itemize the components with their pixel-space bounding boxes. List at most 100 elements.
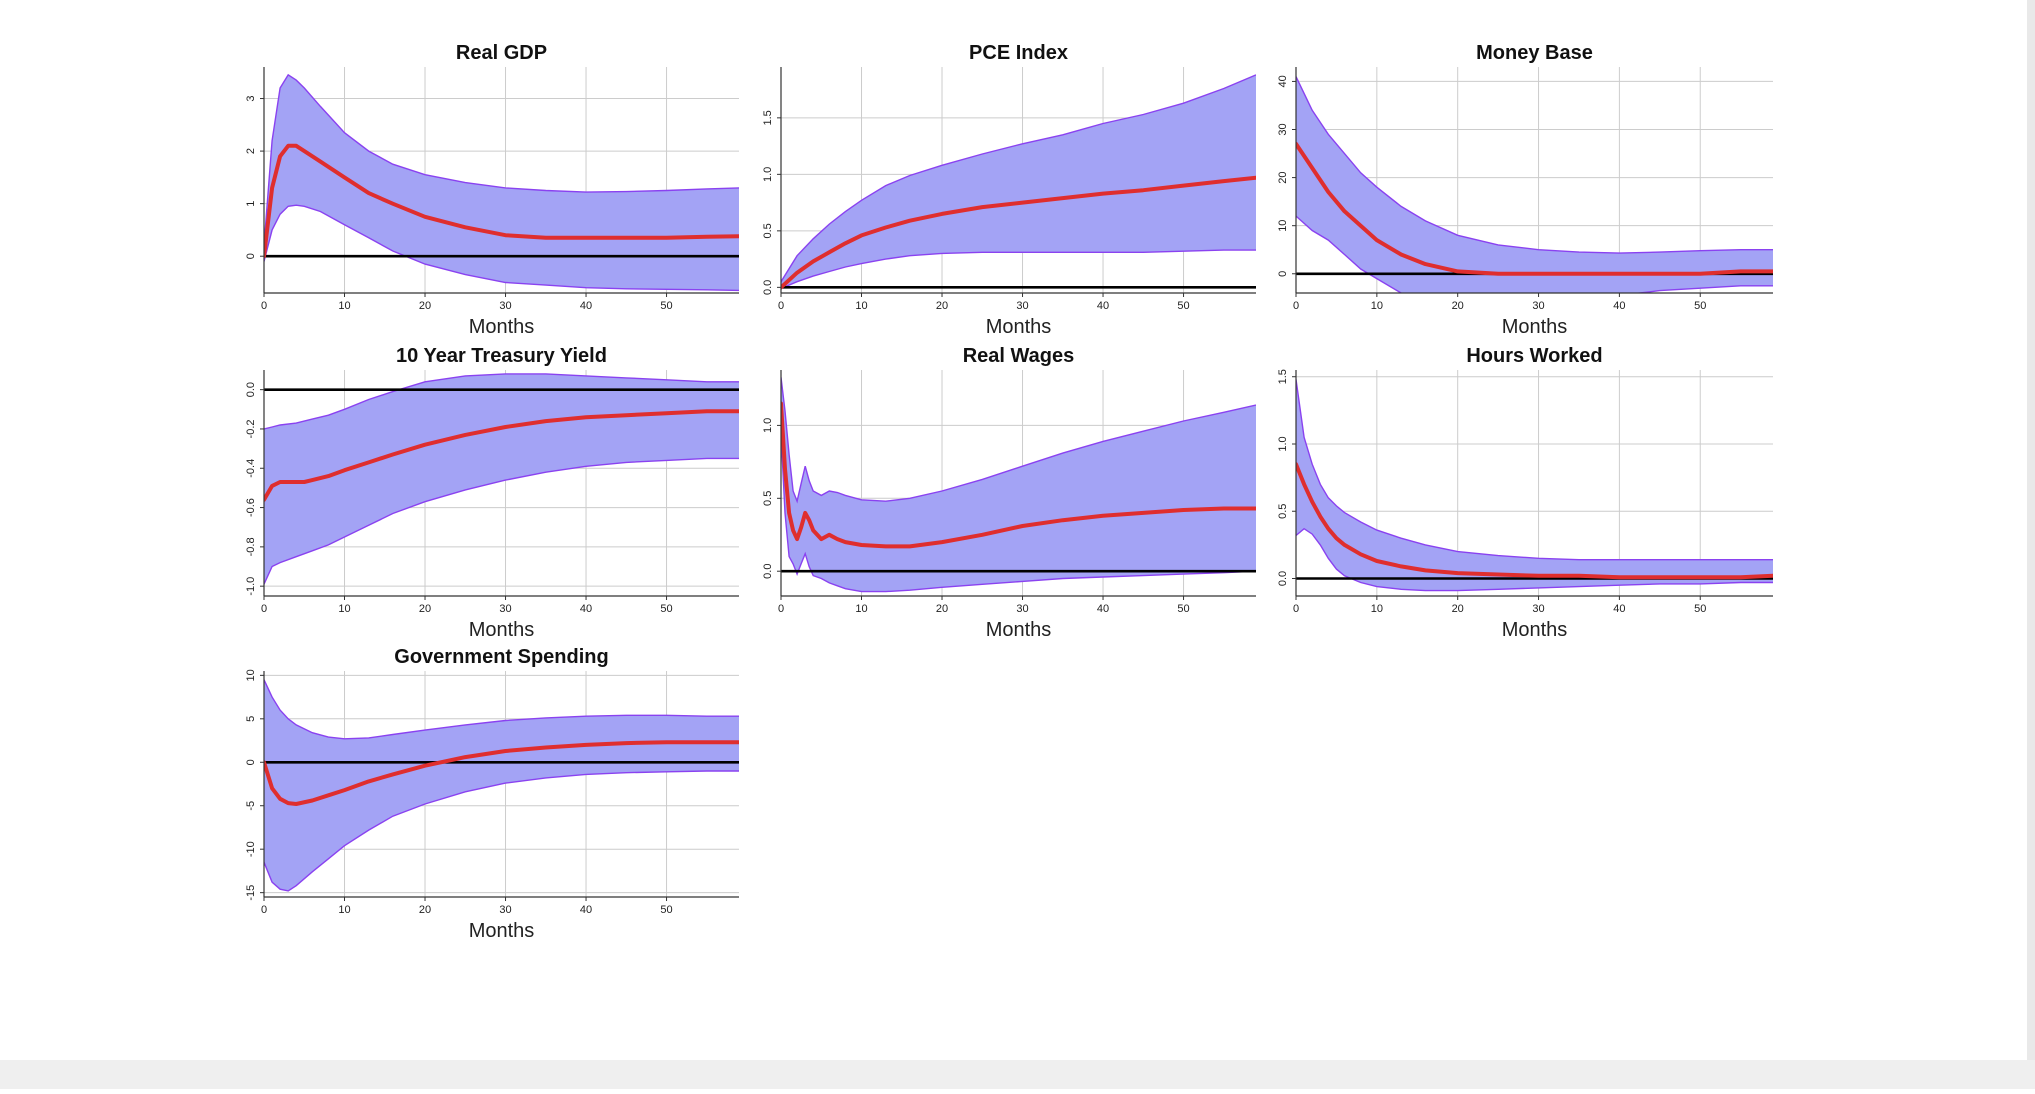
x-axis-label: Months — [1502, 316, 1568, 338]
x-tick-label: 40 — [580, 300, 592, 312]
confidence-band — [781, 74, 1256, 289]
y-tick-label: 0 — [245, 253, 257, 259]
response-line — [264, 409, 739, 502]
band-upper-edge — [1296, 76, 1773, 254]
band-upper-edge — [264, 73, 739, 246]
response-line — [264, 143, 739, 259]
x-tick-label: 40 — [1097, 300, 1109, 312]
band-lower-edge — [1296, 215, 1773, 293]
y-tick-label: 1.0 — [762, 167, 774, 182]
y-tick-label: 10 — [1277, 220, 1289, 232]
x-tick-label: 30 — [1532, 603, 1544, 615]
y-tick-label: -5 — [245, 801, 257, 811]
band-lower-edge — [264, 770, 739, 892]
x-tick-label: 10 — [855, 603, 867, 615]
response-line — [1296, 141, 1773, 276]
y-tick-label: 30 — [1277, 123, 1289, 135]
y-tick-label: 0.5 — [1277, 504, 1289, 519]
x-tick-label: 10 — [855, 300, 867, 312]
y-tick-label: -0.6 — [245, 498, 257, 517]
x-tick-label: 0 — [1293, 300, 1299, 312]
y-tick-label: 0.0 — [762, 564, 774, 579]
panel-title: Government Spending — [394, 646, 608, 668]
x-tick-label: 0 — [261, 904, 267, 916]
x-tick-label: 30 — [1016, 603, 1028, 615]
x-tick-label: 50 — [660, 300, 672, 312]
band-upper-edge — [264, 373, 739, 430]
band-upper-edge — [1296, 379, 1773, 561]
y-tick-label: 5 — [245, 716, 257, 722]
y-tick-label: -0.8 — [245, 537, 257, 556]
x-tick-label: 30 — [499, 904, 511, 916]
x-tick-label: 10 — [338, 904, 350, 916]
y-tick-label: -15 — [245, 885, 257, 901]
confidence-band — [781, 377, 1256, 592]
confidence-band — [1296, 379, 1773, 591]
panel-5: 0 10 20 30 40 50 0.0 0.5 1.0 1.5 Hours Worked Month… — [1277, 345, 1773, 641]
y-tick-label: -0.2 — [245, 419, 257, 438]
x-tick-label: 10 — [1371, 603, 1383, 615]
y-tick-label: 2 — [245, 148, 257, 154]
bottom-band — [0, 1060, 2035, 1089]
band-lower-edge — [1296, 527, 1773, 592]
y-tick-label: 10 — [245, 669, 257, 681]
x-tick-label: 30 — [1532, 300, 1544, 312]
panel-title: Money Base — [1476, 42, 1593, 64]
x-axis-label: Months — [469, 920, 535, 942]
panel-title: Real GDP — [456, 42, 547, 64]
response-line — [781, 401, 1256, 549]
x-tick-label: 50 — [1177, 603, 1189, 615]
band-upper-edge — [781, 74, 1256, 283]
x-tick-label: 50 — [1694, 300, 1706, 312]
confidence-band — [264, 74, 739, 291]
x-tick-label: 20 — [1452, 603, 1464, 615]
x-tick-label: 30 — [1016, 300, 1028, 312]
x-tick-label: 20 — [419, 300, 431, 312]
confidence-band — [264, 373, 739, 585]
band-upper-edge — [781, 377, 1256, 504]
y-tick-label: 1.0 — [762, 418, 774, 433]
x-tick-label: 0 — [261, 603, 267, 615]
x-tick-label: 30 — [499, 300, 511, 312]
panel-3: 0 10 20 30 40 50 0.0 -0.2 -0.4 -0.6 -0.8 -1.0 10 Yea… — [245, 345, 739, 641]
panel-1: 0 10 20 30 40 50 0.0 0.5 1.0 1.5 PCE Index Months — [762, 42, 1256, 338]
y-tick-label: 0.0 — [762, 280, 774, 295]
panel-title: PCE Index — [969, 42, 1068, 64]
x-tick-label: 20 — [936, 603, 948, 615]
panel-4: 0 10 20 30 40 50 0.0 0.5 1.0 Real Wages Months — [762, 345, 1256, 641]
x-axis-label: Months — [469, 619, 535, 641]
x-axis-label: Months — [1502, 619, 1568, 641]
x-tick-label: 0 — [778, 300, 784, 312]
x-tick-label: 10 — [338, 300, 350, 312]
y-tick-label: 1.0 — [1277, 436, 1289, 451]
x-tick-label: 40 — [1613, 300, 1625, 312]
x-tick-label: 20 — [419, 603, 431, 615]
x-tick-label: 50 — [1694, 603, 1706, 615]
x-tick-label: 50 — [660, 603, 672, 615]
band-lower-edge — [781, 249, 1256, 290]
x-tick-label: 0 — [1293, 603, 1299, 615]
x-tick-label: 40 — [580, 904, 592, 916]
y-tick-label: -0.4 — [245, 459, 257, 478]
band-lower-edge — [264, 204, 739, 292]
y-tick-label: 0.5 — [762, 491, 774, 506]
y-tick-label: 20 — [1277, 171, 1289, 183]
response-line — [1296, 462, 1773, 580]
x-tick-label: 10 — [1371, 300, 1383, 312]
x-axis-label: Months — [986, 619, 1052, 641]
band-upper-edge — [264, 679, 739, 740]
y-tick-label: 0.0 — [1277, 571, 1289, 586]
response-line — [264, 740, 739, 806]
y-tick-label: 0.5 — [762, 223, 774, 238]
panel-title: Real Wages — [963, 345, 1075, 367]
x-tick-label: 30 — [499, 603, 511, 615]
x-tick-label: 20 — [1452, 300, 1464, 312]
y-tick-label: 1.5 — [1277, 369, 1289, 384]
y-tick-label: 0 — [1277, 271, 1289, 277]
x-tick-label: 50 — [1177, 300, 1189, 312]
x-tick-label: 0 — [778, 603, 784, 615]
band-lower-edge — [264, 457, 739, 585]
